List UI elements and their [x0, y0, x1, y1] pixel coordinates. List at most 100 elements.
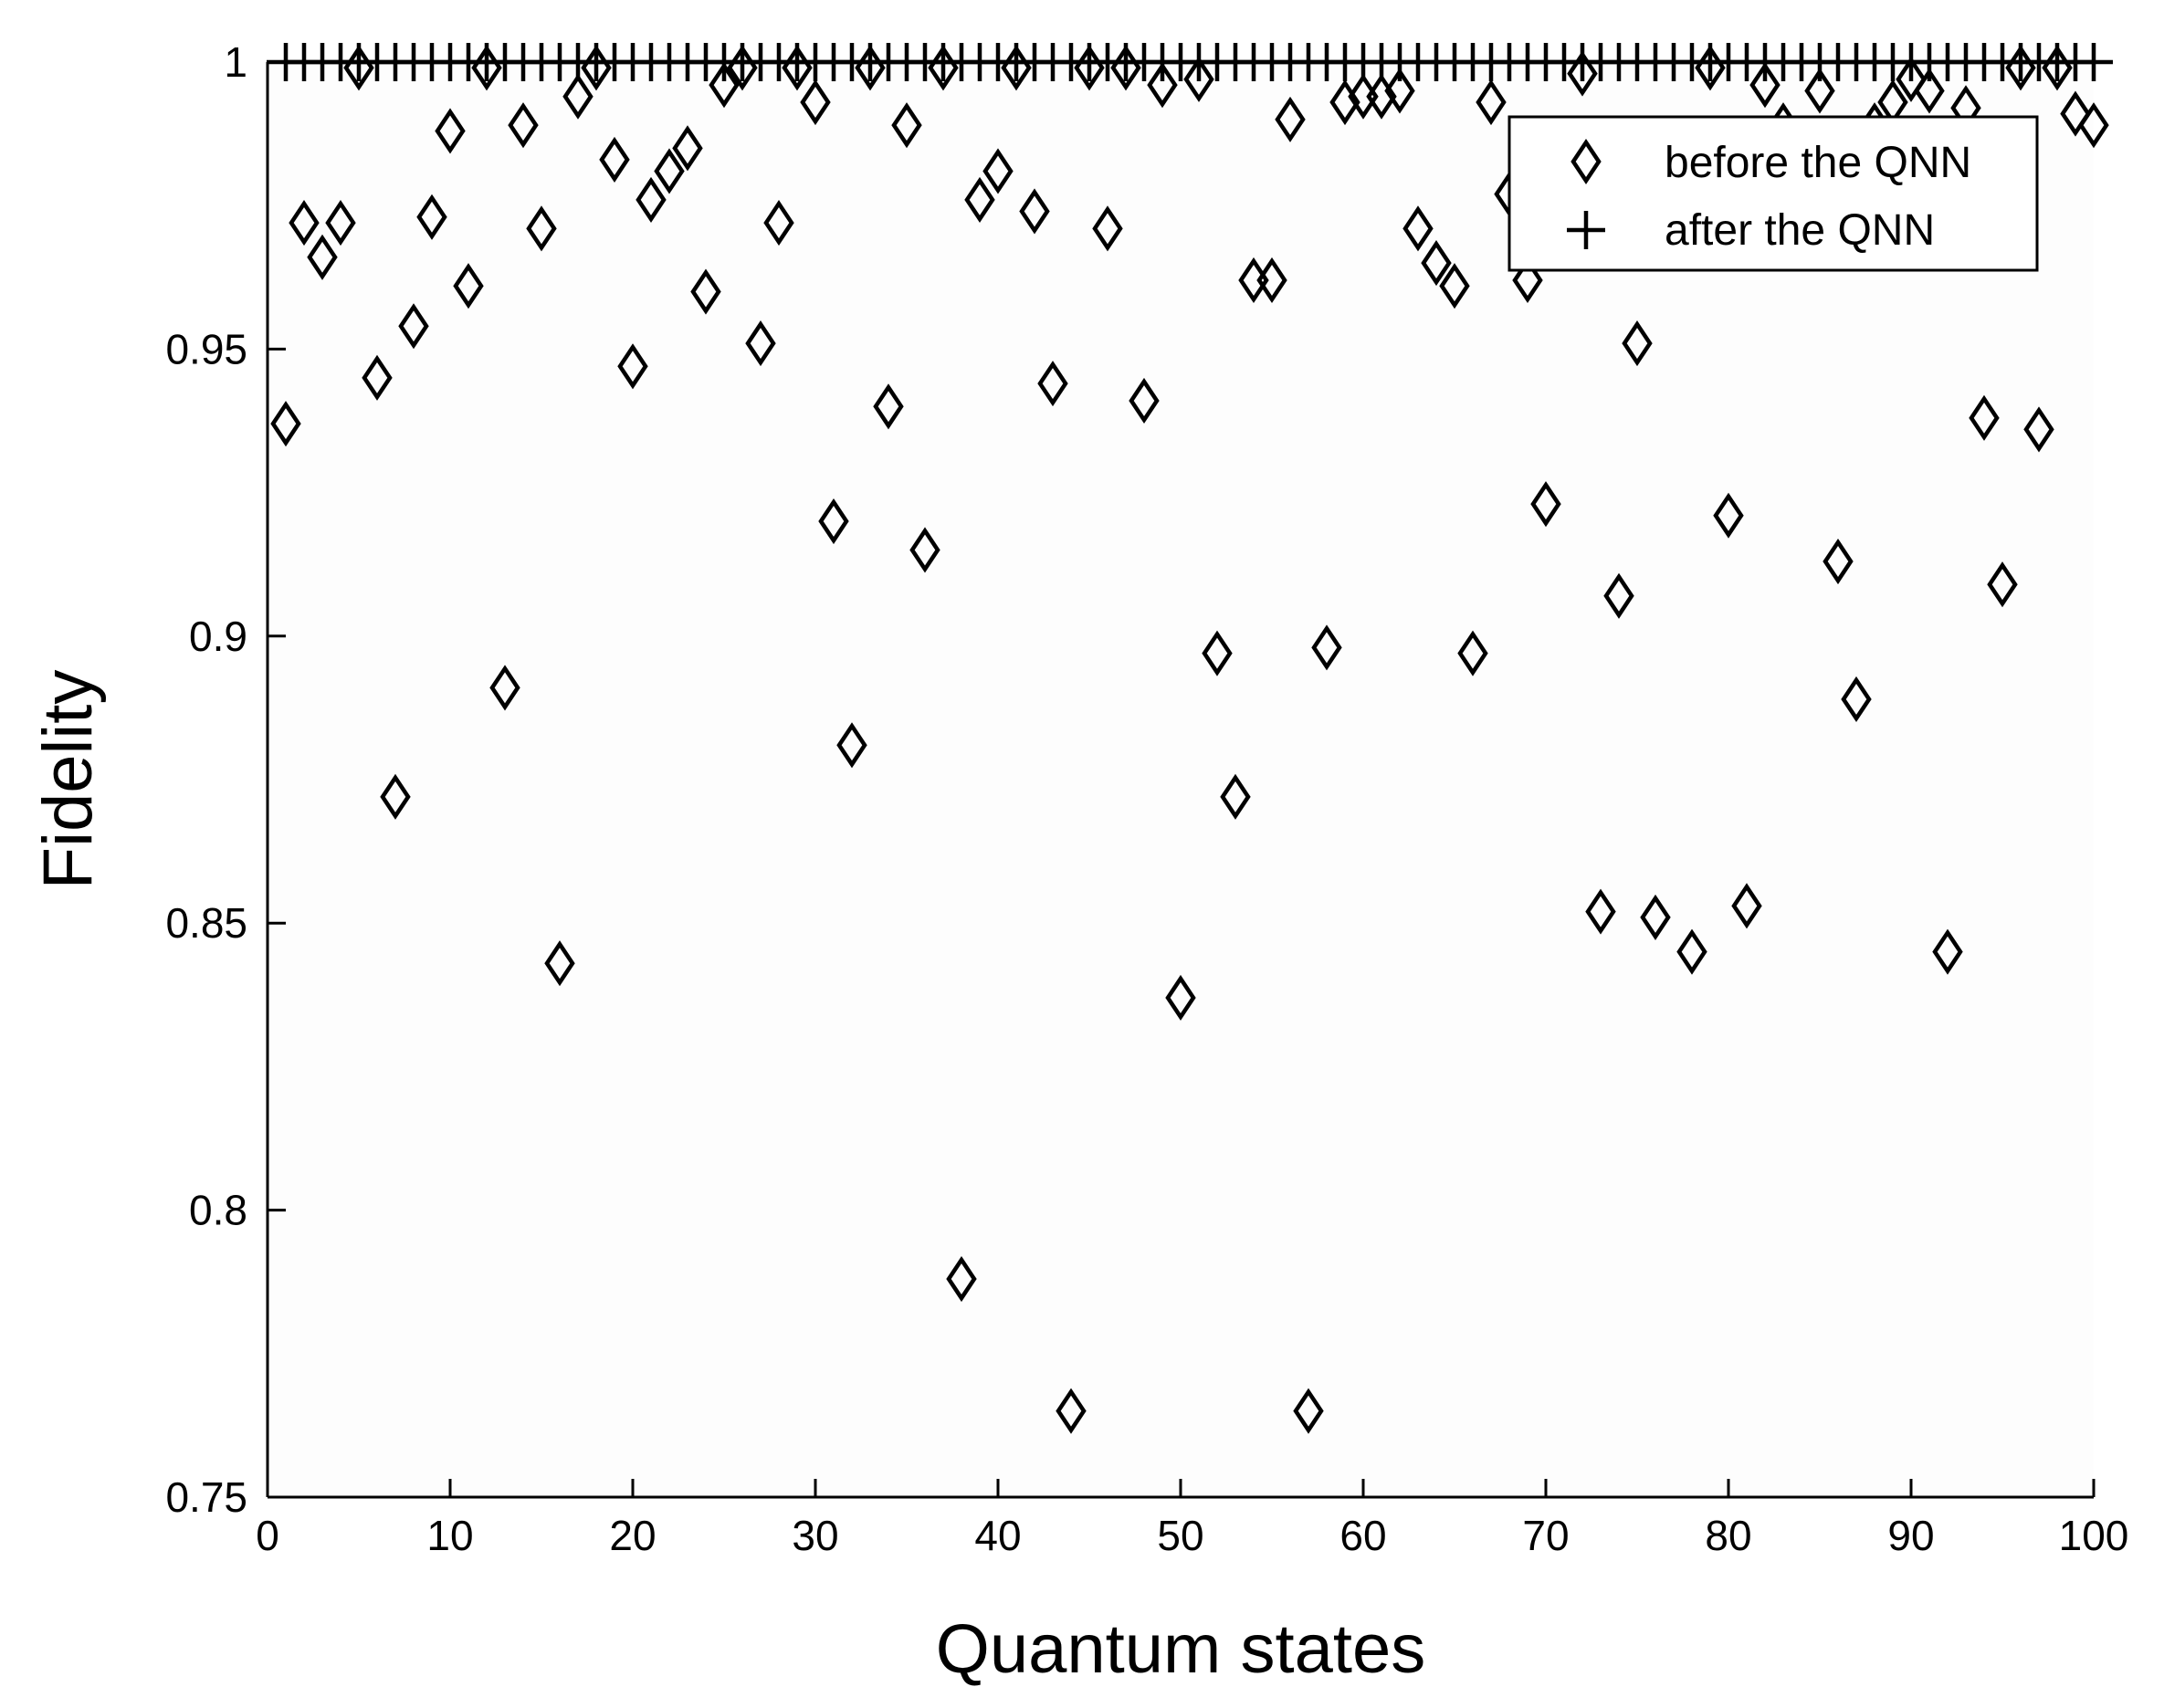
before-qnn-point — [1402, 205, 1434, 252]
before-qnn-point — [1202, 630, 1233, 676]
x-tick-label: 90 — [1887, 1512, 1934, 1559]
before-qnn-point — [343, 45, 374, 91]
before-qnn-point — [1476, 79, 1507, 126]
x-tick-label: 60 — [1339, 1512, 1386, 1559]
x-tick-label: 20 — [609, 1512, 656, 1559]
before-qnn-point — [2060, 90, 2091, 137]
before-qnn-point — [690, 268, 721, 315]
before-qnn-point — [2078, 102, 2109, 149]
before-qnn-point — [1037, 361, 1068, 407]
y-axis-label: Fidelity — [29, 670, 107, 890]
before-qnn-point — [1695, 45, 1726, 91]
before-qnn-point — [1311, 624, 1342, 671]
before-qnn-point — [1384, 68, 1415, 114]
before-qnn-point — [2005, 45, 2036, 91]
before-qnn-point — [1914, 68, 1945, 114]
before-qnn-point — [1567, 50, 1598, 97]
before-qnn-point — [727, 45, 758, 91]
before-qnn-point — [782, 45, 813, 91]
y-tick-label: 0.8 — [189, 1187, 247, 1234]
before-qnn-point — [325, 200, 356, 246]
before-qnn-point — [1640, 894, 1671, 940]
before-qnn-point — [1603, 572, 1634, 619]
before-qnn-point — [1896, 56, 1927, 102]
before-qnn-point — [1439, 263, 1470, 309]
before-qnn-point — [1622, 320, 1653, 367]
x-tick-label: 40 — [974, 1512, 1021, 1559]
before-qnn-point — [1074, 45, 1105, 91]
legend-label-after: after the QNN — [1665, 206, 1935, 255]
before-qnn-point — [1110, 45, 1141, 91]
legend-diamond-marker — [1570, 138, 1602, 185]
before-qnn-point — [526, 205, 557, 252]
before-qnn-point — [636, 176, 667, 223]
before-qnn-point — [1329, 79, 1360, 126]
before-qnn-point — [855, 45, 886, 91]
before-qnn-point — [1366, 73, 1397, 120]
before-qnn-point — [928, 45, 959, 91]
before-qnn-point — [1001, 45, 1032, 91]
before-qnn-point — [1457, 630, 1488, 676]
before-qnn-point — [964, 176, 995, 223]
before-qnn-point — [453, 263, 484, 309]
x-tick-label: 0 — [256, 1512, 279, 1559]
plot-area — [268, 62, 2094, 1497]
before-qnn-point — [1421, 240, 1452, 287]
before-qnn-point — [763, 200, 794, 246]
before-qnn-point — [1220, 773, 1251, 820]
before-qnn-point — [1129, 377, 1160, 424]
x-tick-label: 30 — [792, 1512, 838, 1559]
before-qnn-point — [1256, 257, 1287, 304]
before-qnn-point — [1823, 538, 1854, 585]
before-qnn-point — [745, 320, 776, 367]
legend-plus-marker — [1567, 211, 1605, 249]
before-qnn-point — [1147, 62, 1178, 109]
x-tick-label: 100 — [2059, 1512, 2129, 1559]
before-qnn-point — [1969, 394, 2000, 441]
before-qnn-point — [1092, 205, 1123, 252]
x-tick-label: 80 — [1705, 1512, 1751, 1559]
before-qnn-point — [471, 45, 502, 91]
before-qnn-point — [1749, 62, 1781, 109]
before-qnn-point — [1056, 1388, 1087, 1434]
before-qnn-point — [1019, 188, 1050, 235]
before-qnn-point — [508, 102, 539, 149]
before-qnn-point — [1731, 883, 1762, 929]
y-tick-label: 0.9 — [189, 613, 247, 660]
before-qnn-point — [581, 45, 612, 91]
before-qnn-point — [562, 73, 594, 120]
before-qnn-point — [2042, 45, 2073, 91]
before-qnn-point — [617, 343, 648, 390]
before-qnn-point — [1804, 68, 1835, 114]
before-qnn-point — [672, 125, 703, 172]
before-qnn-point — [1293, 1388, 1324, 1434]
before-qnn-point — [836, 722, 867, 769]
before-qnn-point — [1512, 257, 1543, 304]
before-qnn-point — [1165, 974, 1196, 1021]
before-qnn-point — [891, 102, 922, 149]
legend-label-before: before the QNN — [1665, 139, 1971, 187]
x-tick-label: 70 — [1522, 1512, 1569, 1559]
y-tick-label: 0.75 — [165, 1473, 247, 1521]
axes-layer: 0 10 20 30 40 50 60 70 80 90 100 0.75 0.8 0.85 0.9 0.95… — [165, 38, 2128, 1559]
before-qnn-point — [416, 194, 447, 240]
x-tick-label: 50 — [1157, 1512, 1203, 1559]
before-qnn-point — [873, 383, 904, 430]
before-qnn-point — [307, 234, 338, 280]
before-qnn-point — [380, 773, 411, 820]
after-qnn-point — [2075, 43, 2113, 81]
y-tick-label: 1 — [224, 38, 247, 86]
before-qnn-point — [398, 303, 429, 350]
before-qnn-point — [270, 401, 301, 447]
before-qnn-point — [1713, 492, 1744, 539]
before-qnn-point — [2023, 406, 2054, 453]
before-qnn-point — [599, 136, 630, 183]
x-axis-label: Quantum states — [936, 1610, 1426, 1688]
before-qnn-point — [544, 940, 575, 987]
before-qnn-point — [1987, 561, 2018, 608]
before-qnn-point — [362, 354, 393, 401]
before-qnn-point — [289, 200, 320, 246]
before-qnn-point — [1183, 56, 1214, 102]
